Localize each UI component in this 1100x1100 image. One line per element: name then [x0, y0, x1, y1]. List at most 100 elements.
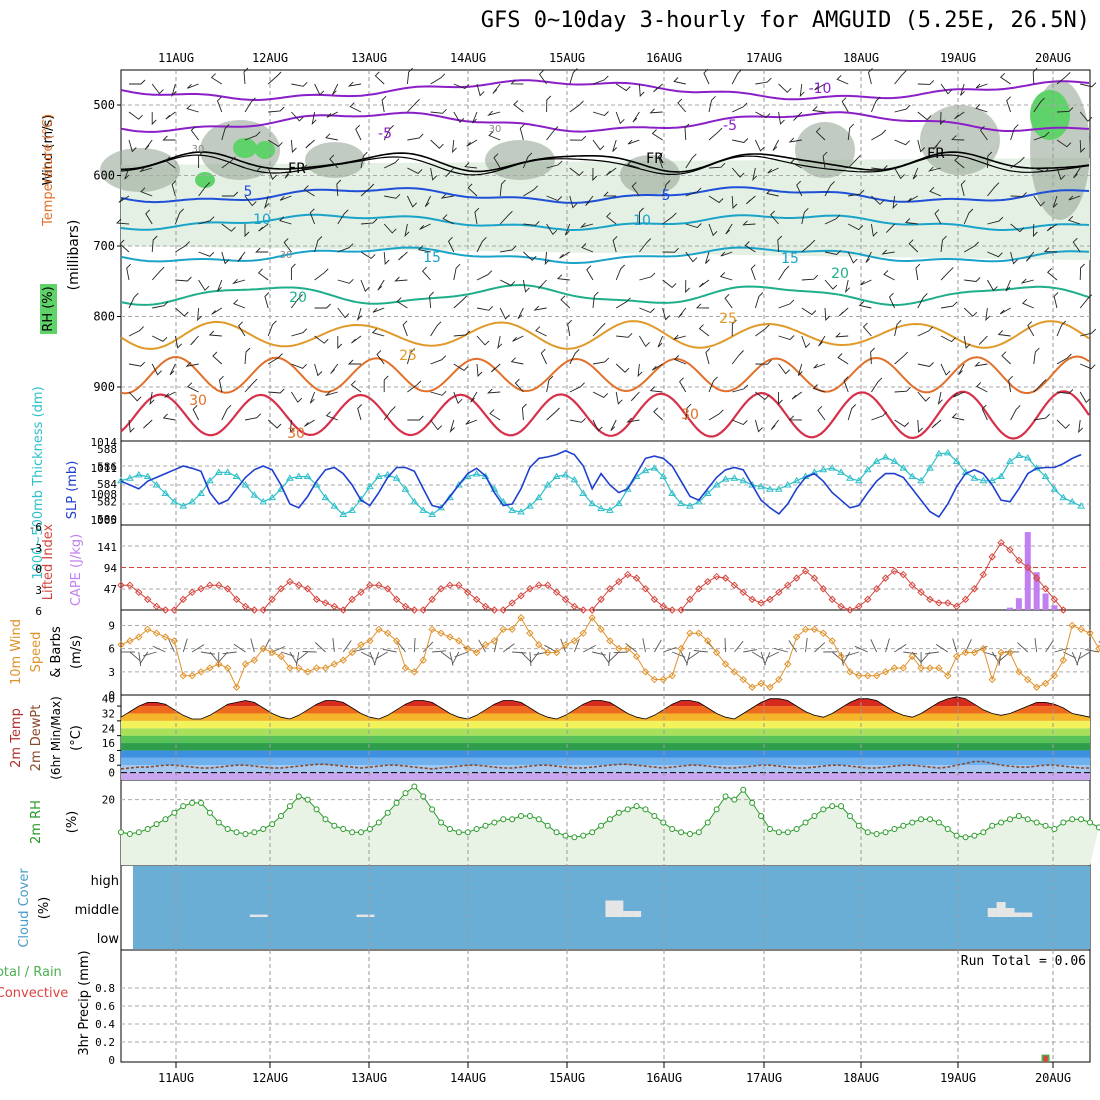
thickness-marker	[926, 464, 934, 471]
wind-barb	[755, 111, 771, 119]
thickness-marker	[934, 449, 943, 457]
wind-barb	[1001, 351, 1011, 365]
temp-band	[121, 772, 1090, 780]
wind-barb	[325, 133, 338, 141]
wind10-barb	[608, 651, 620, 663]
wind-barb	[871, 195, 885, 205]
wind10-barb	[592, 651, 606, 656]
wind-barb	[546, 126, 559, 141]
wind10-marker	[206, 664, 214, 672]
cloud-middle-bar	[605, 900, 615, 917]
wind-barb	[616, 332, 633, 338]
isotherm-freezing	[120, 151, 1090, 173]
rh2m-marker	[784, 829, 791, 836]
wind-barb	[314, 268, 329, 281]
rh2m-marker	[855, 822, 862, 829]
thickness-marker	[401, 485, 410, 492]
wind-barb	[243, 67, 249, 85]
wind10-barb	[687, 651, 700, 661]
rh2m-marker	[1087, 819, 1093, 826]
rh2m-marker	[1078, 816, 1085, 823]
rh2m-marker	[135, 829, 142, 836]
lifted-index-marker	[775, 588, 783, 596]
thickness-line	[120, 452, 1082, 516]
wind-barb	[951, 413, 965, 421]
wind10-barb	[152, 645, 166, 653]
thickness-marker	[241, 481, 250, 488]
cape-tick-label: 47	[104, 583, 117, 596]
wind-barb	[868, 68, 873, 85]
thickness-marker	[1059, 493, 1068, 501]
wind-barb	[128, 391, 142, 402]
rh2m-marker	[926, 816, 933, 823]
wind10-barb	[885, 638, 890, 653]
wind-barb	[128, 419, 135, 433]
temp-band	[121, 743, 1090, 751]
lifted-index-marker	[339, 606, 347, 614]
rh2m-marker	[944, 826, 951, 833]
lifted-index-marker	[944, 599, 952, 607]
wind-barb	[838, 307, 849, 317]
wind-barb	[453, 111, 465, 124]
wind-barb	[424, 195, 432, 208]
ylabel-rh2m: 2m RH	[29, 800, 44, 844]
thickness-marker	[570, 475, 579, 483]
rh2m-marker	[562, 832, 569, 839]
wind-barb	[569, 382, 585, 393]
wind10-marker	[428, 625, 436, 634]
wind-barb	[705, 348, 711, 365]
rh2m-marker	[295, 793, 302, 800]
rh2m-marker	[998, 819, 1005, 826]
wind-barb	[190, 335, 199, 346]
wind-barb	[657, 152, 664, 169]
wind10-marker	[810, 625, 819, 634]
wind10-barb	[751, 651, 765, 660]
lifted-index-marker	[632, 574, 641, 582]
wind-barb	[304, 419, 315, 427]
wind-barb	[267, 419, 282, 429]
wind-barb	[731, 195, 738, 210]
thickness-marker	[979, 476, 988, 484]
thickness-marker	[757, 482, 765, 490]
wind10-barb	[1034, 638, 1038, 653]
rh2m-area	[121, 786, 1099, 865]
rh-blob	[305, 142, 365, 178]
wind-barb	[538, 69, 547, 85]
wind-barb	[637, 363, 643, 378]
wind-barb	[464, 162, 478, 169]
isotherm-minus5	[120, 111, 1090, 133]
temp-tick-label: 24	[102, 722, 116, 735]
wind-barb	[301, 164, 315, 170]
rh-green-blob	[233, 138, 257, 158]
wind-barb	[429, 291, 434, 309]
wind-barb	[267, 71, 282, 85]
cape-bar	[1042, 593, 1049, 610]
wind-barb	[731, 69, 743, 85]
wind-barb	[500, 245, 517, 253]
thickness-marker	[774, 485, 783, 492]
wind-barb	[592, 167, 598, 182]
wind-barb	[268, 106, 285, 113]
wind-barb	[546, 223, 558, 236]
wind-barb	[1078, 419, 1084, 434]
wind-barb	[499, 279, 516, 286]
slp-tick-label: 1011	[91, 462, 118, 475]
thickness-marker	[268, 493, 277, 501]
wind-barb	[1080, 363, 1096, 370]
lifted-index-marker	[686, 595, 694, 604]
wind-barb	[347, 359, 361, 365]
wind-barb	[630, 391, 640, 402]
wind-barb	[221, 223, 236, 232]
rh2m-marker	[1042, 822, 1049, 829]
wind-barb	[824, 214, 841, 225]
wind-barb	[931, 419, 942, 429]
wind-barb	[847, 123, 855, 141]
wind10-marker	[535, 641, 543, 649]
rh2m-marker	[891, 826, 898, 833]
wind10-marker	[472, 648, 481, 657]
wind-barb	[904, 218, 918, 225]
thickness-marker	[952, 457, 961, 464]
wind-barb	[836, 74, 849, 85]
thickness-marker	[641, 466, 650, 474]
wind-barb	[372, 307, 385, 313]
